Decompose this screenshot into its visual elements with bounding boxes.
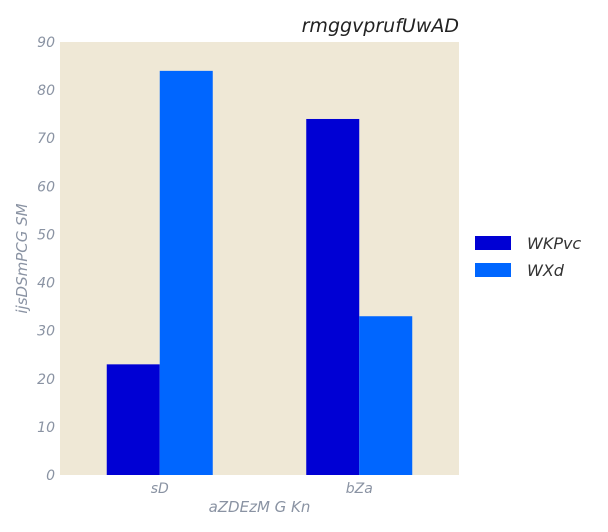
- legend-label: WKPvc: [527, 234, 581, 253]
- y-tick-label: 20: [37, 372, 55, 388]
- chart-title: rmggvprufUwAD: [302, 15, 459, 37]
- x-tick-label: bZa: [346, 481, 373, 497]
- bar-WKPvc-bZa: [306, 118, 360, 475]
- x-axis-label: aZDEzM G Kn: [209, 498, 311, 516]
- y-tick-label: 90: [37, 35, 55, 51]
- bar-WXd-sD: [159, 70, 213, 475]
- y-tick-label: 70: [37, 131, 55, 147]
- y-tick-label: 60: [37, 179, 55, 195]
- y-axis-label: ijsDSmPCG SM: [13, 203, 31, 313]
- legend-swatch: [475, 263, 511, 277]
- y-tick-label: 10: [37, 420, 55, 436]
- y-tick-label: 80: [37, 83, 55, 99]
- bar-WKPvc-sD: [106, 364, 160, 475]
- legend-swatch: [475, 236, 511, 250]
- y-tick-label: 30: [37, 324, 55, 340]
- bars-group: [106, 70, 413, 475]
- legend-label: WXd: [527, 261, 565, 280]
- y-axis-ticks: 0 10 20 30 40 50 60 70 80 90: [37, 35, 55, 484]
- bar-WXd-bZa: [359, 316, 413, 475]
- legend: WKPvc WXd: [475, 234, 581, 280]
- x-tick-label: sD: [151, 481, 169, 497]
- y-tick-label: 50: [37, 227, 55, 243]
- y-tick-label: 40: [37, 276, 55, 292]
- x-axis-ticks: sD bZa: [151, 481, 373, 497]
- y-tick-label: 0: [46, 468, 55, 484]
